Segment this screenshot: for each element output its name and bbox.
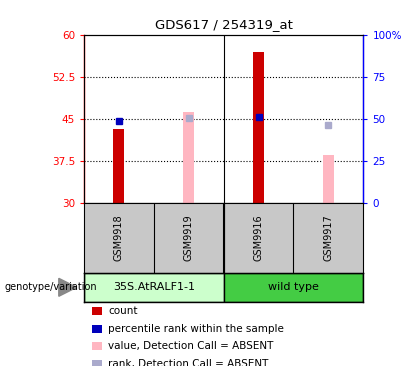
Bar [253,52,264,203]
Text: GDS617 / 254319_at: GDS617 / 254319_at [155,18,293,31]
Text: percentile rank within the sample: percentile rank within the sample [108,324,284,334]
Bar [84,273,224,302]
Text: GSM9916: GSM9916 [254,214,264,261]
Text: wild type: wild type [268,282,319,292]
Bar [224,273,363,302]
Text: value, Detection Call = ABSENT: value, Detection Call = ABSENT [108,341,273,351]
Text: GSM9919: GSM9919 [184,214,194,261]
Bar [113,129,124,203]
Polygon shape [59,278,77,296]
Bar [323,156,334,203]
Text: 35S.AtRALF1-1: 35S.AtRALF1-1 [113,282,195,292]
Text: GSM9918: GSM9918 [114,214,124,261]
Text: count: count [108,306,137,316]
Text: GSM9917: GSM9917 [323,214,333,261]
Text: genotype/variation: genotype/variation [4,282,97,292]
Bar [183,112,194,203]
Text: rank, Detection Call = ABSENT: rank, Detection Call = ABSENT [108,359,268,366]
